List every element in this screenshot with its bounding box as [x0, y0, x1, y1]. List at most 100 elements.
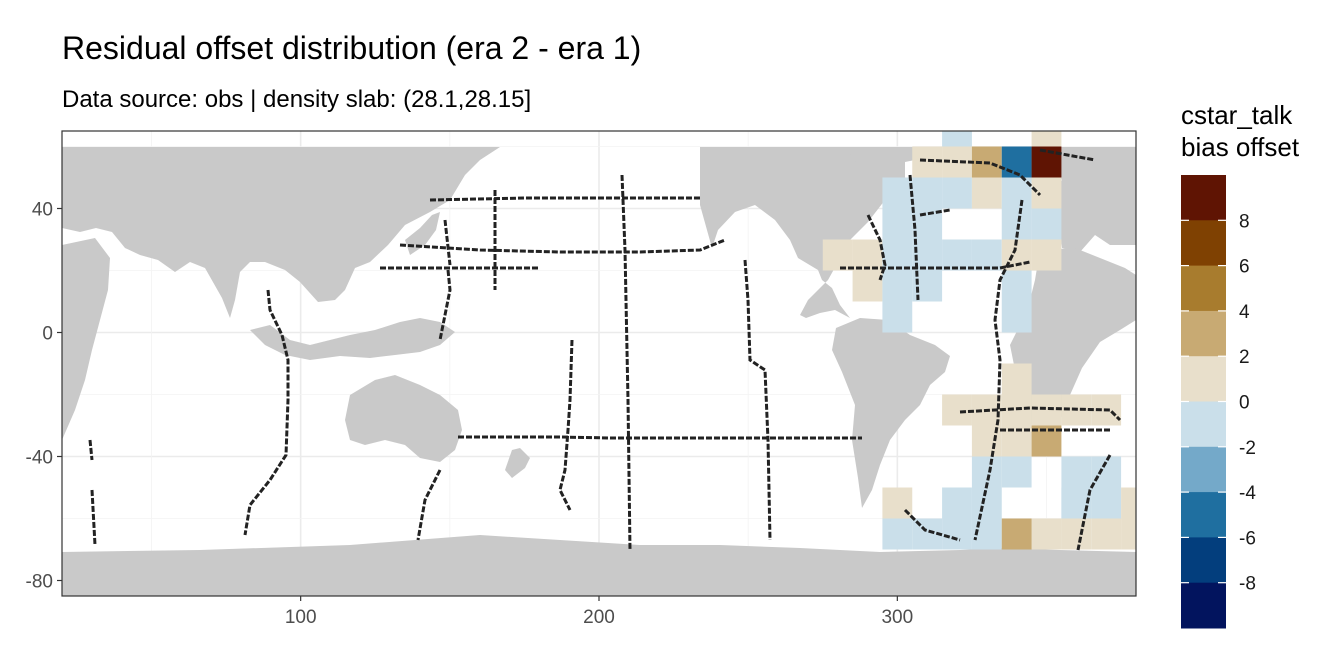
heatmap-cell	[882, 177, 913, 209]
legend-break-label: -6	[1239, 528, 1256, 549]
track-pacific-1	[438, 269, 452, 341]
legend-break-label: 4	[1239, 302, 1250, 323]
y-tick-label: 0	[42, 324, 53, 345]
heatmap-cell	[1091, 487, 1122, 519]
track-atlantic-7	[1076, 454, 1112, 551]
heatmap-cell	[942, 518, 972, 550]
heatmap-cell	[1031, 239, 1062, 271]
landmass-africa-west	[62, 238, 110, 440]
heatmap-cell	[1031, 146, 1062, 178]
heatmap-cell	[852, 270, 883, 302]
track-atlantic-8	[903, 508, 961, 542]
legend-break-label: -8	[1239, 574, 1256, 595]
legend-color-bin	[1181, 492, 1226, 538]
heatmap-cell	[882, 518, 913, 550]
heatmap-cell	[1031, 177, 1062, 209]
land-masses	[62, 147, 1136, 596]
landmass-north-america	[700, 147, 905, 318]
x-tick-label: 300	[881, 607, 913, 628]
heatmap-cell	[1031, 208, 1062, 240]
heatmap-cell	[912, 177, 943, 209]
track-indian-2	[88, 439, 97, 546]
track-atlantic-1	[866, 214, 887, 281]
track-atlantic-3	[840, 260, 1031, 270]
legend-break-label: -2	[1239, 438, 1256, 459]
legend-break-label: 2	[1239, 347, 1250, 368]
heatmap-cell	[971, 487, 1002, 519]
legend-title-line-1: cstar_talk	[1181, 100, 1293, 130]
heatmap-cell	[942, 177, 972, 209]
heatmap-cell	[971, 177, 1002, 209]
legend-break-label: 6	[1239, 257, 1250, 278]
x-tick-label: 100	[285, 607, 317, 628]
y-tick-label: -80	[26, 572, 53, 593]
heatmap-cell	[1001, 456, 1032, 488]
legend-color-bin	[1181, 401, 1226, 448]
y-tick-label: 40	[32, 200, 53, 221]
heatmap-cell	[1001, 518, 1032, 550]
heatmap-cell	[852, 239, 883, 271]
track-indian-1	[243, 289, 290, 536]
heatmap-cell	[882, 301, 913, 333]
heatmap-cell	[1001, 301, 1032, 333]
legend-title-line-2: bias offset	[1181, 132, 1300, 162]
heatmap-cell	[1061, 518, 1092, 550]
y-tick-label: -40	[26, 448, 53, 469]
track-pacific-3	[558, 339, 574, 511]
heatmap-cell	[882, 239, 913, 271]
heatmap-cell	[1001, 270, 1032, 302]
heatmap-cell	[1031, 131, 1062, 147]
landmass-maritime-asia	[250, 318, 455, 360]
heatmap-cell	[942, 239, 972, 271]
heatmap-cell	[882, 270, 913, 302]
landmass-canada-arctic	[845, 147, 925, 170]
track-pacific-2	[458, 435, 862, 440]
chart-title: Residual offset distribution (era 2 - er…	[62, 30, 642, 66]
landmass-new-zealand	[505, 448, 530, 478]
track-atlantic-4	[973, 199, 1024, 541]
heatmap-cell	[1001, 363, 1032, 395]
heatmap-cell	[1091, 456, 1122, 488]
heatmap-cell	[942, 487, 972, 519]
landmass-south-america	[832, 318, 950, 508]
heatmap-cell	[1061, 456, 1092, 488]
heatmap-cell	[1091, 518, 1122, 550]
x-tick-label: 200	[583, 607, 615, 628]
heatmap-cell	[1121, 518, 1136, 550]
heatmap-cell	[942, 131, 972, 147]
track-pacific-5	[743, 259, 772, 541]
legend-color-bin	[1181, 175, 1226, 221]
legend-color-bin	[1181, 310, 1226, 357]
legend-color-bin	[1181, 356, 1226, 402]
heatmap-cell	[1031, 518, 1062, 550]
track-pacific-6	[429, 196, 700, 202]
heatmap-cell	[822, 239, 853, 271]
track-atlantic-2	[908, 174, 920, 301]
heatmap-cell	[882, 208, 913, 240]
legend-break-label: 8	[1239, 211, 1250, 232]
track-north-2	[1039, 148, 1096, 162]
legend-color-bin	[1181, 446, 1226, 493]
landmass-eurasia-west	[62, 147, 500, 318]
heatmap-cell	[942, 394, 972, 426]
legend-break-label: 0	[1239, 393, 1250, 414]
legend-color-bin	[1181, 537, 1226, 584]
chart-subtitle: Data source: obs | density slab: (28.1,2…	[62, 86, 532, 113]
track-north-3	[919, 208, 951, 217]
landmass-australia	[345, 375, 462, 462]
track-atlantic-5	[959, 406, 1122, 422]
landmass-antarctica	[62, 535, 1136, 596]
heatmap-cell	[1121, 487, 1136, 519]
track-pacific-7	[399, 238, 726, 254]
cruise-tracks	[88, 148, 1122, 551]
track-pacific-4	[620, 174, 632, 551]
heatmap-cell	[971, 239, 1002, 271]
legend-color-bin	[1181, 220, 1226, 267]
track-pacific-10	[443, 219, 452, 266]
track-indian-3	[416, 469, 442, 541]
landmass-eurasia-east	[1040, 147, 1136, 252]
landmass-japan	[405, 212, 440, 255]
